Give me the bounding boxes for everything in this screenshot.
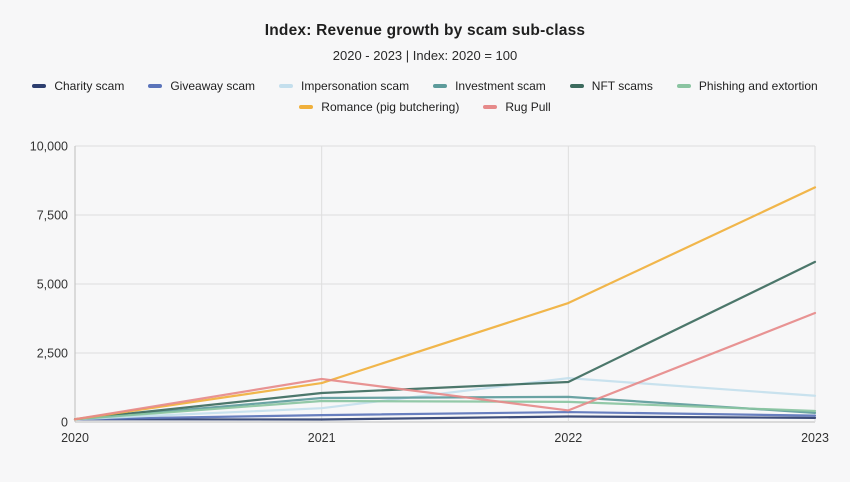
legend-item-impersonation-scam: Impersonation scam xyxy=(279,79,409,93)
series-line-rug-pull xyxy=(73,311,817,421)
legend-item-charity-scam: Charity scam xyxy=(32,79,124,93)
y-tick-label: 10,000 xyxy=(30,140,68,154)
legend-label: Impersonation scam xyxy=(301,79,410,93)
chart-header: Index: Revenue growth by scam sub-class … xyxy=(0,0,850,63)
series-line-charity-scam xyxy=(73,415,817,421)
chart-subtitle: 2020 - 2023 | Index: 2020 = 100 xyxy=(332,48,518,63)
legend-swatch-icon xyxy=(483,104,498,110)
legend-label: Phishing and extortion xyxy=(698,79,818,93)
series-line-romance-pig-butchering xyxy=(73,186,817,421)
x-tick-label: 2021 xyxy=(308,431,336,445)
y-tick-label: 0 xyxy=(61,416,68,430)
chart-area: 0 2,500 5,000 7,500 10,000 2020 2021 2022 2023 xyxy=(0,140,850,482)
series-line-investment-scam xyxy=(73,395,817,421)
legend-label: Investment scam xyxy=(455,79,546,93)
legend-item-giveaway-scam: Giveaway scam xyxy=(148,79,255,93)
legend-label: NFT scams xyxy=(591,79,653,93)
legend-swatch-icon xyxy=(299,104,314,110)
series-line-impersonation-scam xyxy=(73,377,817,421)
legend-swatch-icon xyxy=(148,83,163,89)
legend-item-rug-pull: Rug Pull xyxy=(483,100,551,114)
legend-item-nft-scams: NFT scams xyxy=(569,79,653,93)
series-line-giveaway-scam xyxy=(73,410,817,421)
y-tick-label: 2,500 xyxy=(37,347,68,361)
legend-swatch-icon xyxy=(433,83,448,89)
x-tick-label: 2022 xyxy=(554,431,582,445)
legend: Charity scam Giveaway scam Impersonation s… xyxy=(19,79,831,114)
legend-item-investment-scam: Investment scam xyxy=(433,79,546,93)
y-tick-label: 7,500 xyxy=(37,209,68,223)
series-line-nft-scams xyxy=(73,260,817,421)
legend-label: Charity scam xyxy=(54,79,125,93)
x-tick-label: 2020 xyxy=(61,431,89,445)
series-line-phishing-and-extortion xyxy=(73,399,817,421)
legend-swatch-icon xyxy=(32,83,47,89)
chart-svg: 0 2,500 5,000 7,500 10,000 2020 2021 2022 2023 xyxy=(30,140,829,446)
chart-title: Index: Revenue growth by scam sub-class xyxy=(264,22,586,39)
legend-label: Giveaway scam xyxy=(170,79,256,93)
legend-swatch-icon xyxy=(279,83,294,89)
y-tick-label: 5,000 xyxy=(37,278,68,292)
legend-item-romance-pig-butchering: Romance (pig butchering) xyxy=(299,100,459,114)
legend-label: Romance (pig butchering) xyxy=(321,100,460,114)
legend-label: Rug Pull xyxy=(505,100,551,114)
legend-swatch-icon xyxy=(676,83,691,89)
legend-item-phishing-and-extortion: Phishing and extortion xyxy=(676,79,818,93)
legend-swatch-icon xyxy=(569,83,584,89)
x-tick-label: 2023 xyxy=(801,431,829,445)
